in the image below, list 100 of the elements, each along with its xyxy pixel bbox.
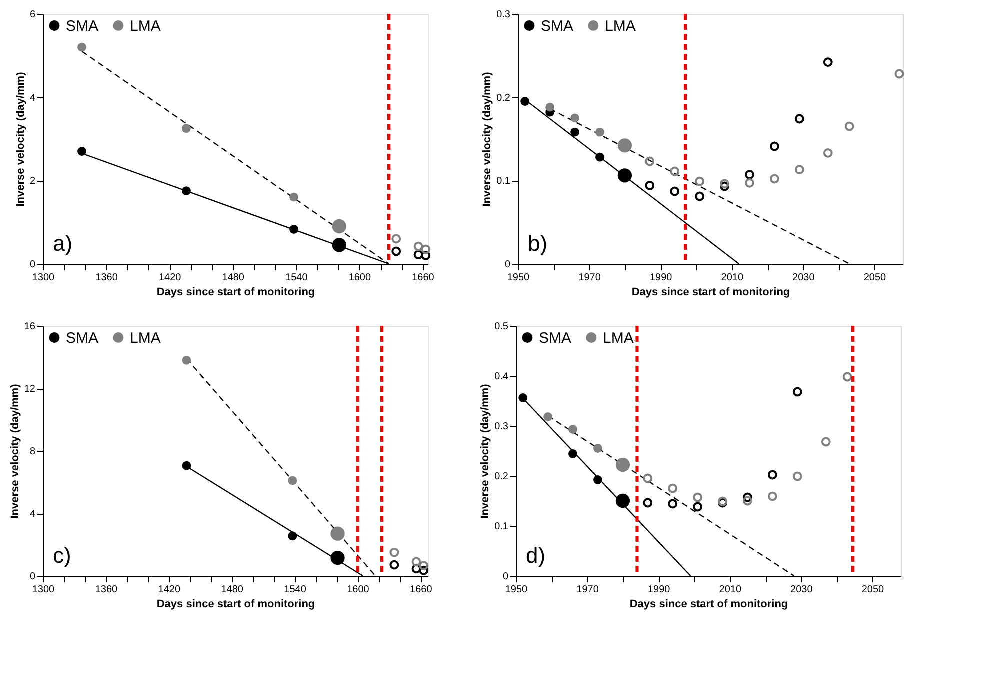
y-tick-label: 0 [30, 572, 36, 582]
x-tick-label: 2030 [790, 584, 814, 596]
point [821, 437, 831, 447]
point [78, 147, 86, 156]
point [823, 148, 833, 158]
point [693, 492, 703, 502]
point [414, 250, 424, 260]
x-tick-label: 1540 [284, 584, 307, 596]
y-axis-title: Inverse velocity (day/mm) [9, 384, 22, 519]
legend-label: LMA [603, 330, 634, 347]
point [546, 102, 555, 112]
point [792, 387, 802, 397]
annotation: d) [526, 543, 546, 568]
point [390, 560, 400, 570]
point [794, 114, 804, 124]
y-tick-label: 0 [502, 572, 509, 582]
x-tick-label: 1990 [650, 272, 673, 284]
point [770, 142, 780, 152]
point [894, 69, 904, 79]
x-tick-label: 1360 [95, 584, 118, 596]
x-tick-label: 1300 [32, 272, 56, 284]
point [570, 128, 580, 137]
y-tick-label: 0.2 [494, 472, 509, 482]
legend-label: SMA [66, 330, 99, 347]
point [720, 182, 730, 192]
x-tick-label: 1420 [158, 272, 182, 284]
point [720, 179, 730, 189]
point [392, 234, 402, 244]
point [520, 97, 530, 106]
legend-label: SMA [541, 18, 574, 35]
point [594, 476, 602, 484]
x-axis-title: Days since start of monitoring [630, 598, 788, 610]
point [182, 356, 192, 365]
y-tick-label: 0.5 [494, 322, 509, 332]
annotation: c) [53, 543, 72, 568]
x-tick-label: 1950 [505, 584, 528, 596]
point [412, 564, 422, 574]
x-tick-label: 1970 [578, 272, 602, 284]
point [645, 156, 655, 166]
point [544, 412, 553, 422]
point [693, 502, 703, 512]
y-tick-label: 0.4 [494, 372, 509, 382]
y-tick-label: 4 [30, 92, 36, 104]
point [392, 246, 402, 256]
point [414, 242, 424, 252]
annotation: a) [53, 231, 73, 256]
y-tick-label: 6 [30, 10, 36, 20]
x-tick-label: 1420 [158, 584, 181, 596]
point [596, 128, 604, 137]
point [768, 470, 778, 480]
point [823, 58, 833, 68]
y-tick-label: 0.1 [494, 522, 509, 532]
x-tick-label: 2010 [719, 584, 742, 596]
x-tick-label: 1360 [96, 272, 118, 284]
point [743, 492, 752, 502]
point [695, 176, 705, 186]
point [643, 498, 653, 508]
legend-label: SMA [539, 330, 572, 347]
point [182, 186, 191, 196]
x-tick-label: 1480 [221, 584, 244, 596]
point [645, 180, 655, 190]
point [182, 461, 192, 470]
x-tick-label: 1600 [348, 272, 372, 284]
x-tick-label: 1480 [222, 272, 245, 284]
x-tick-label: 2010 [721, 272, 744, 284]
point [390, 548, 400, 558]
point [419, 561, 429, 571]
point [745, 178, 754, 188]
x-axis-title: Days since start of monitoring [156, 286, 316, 298]
legend-label: SMA [66, 18, 99, 35]
y-tick-label: 0.1 [496, 176, 511, 188]
point [643, 474, 653, 484]
point [568, 450, 578, 458]
annotation: b) [528, 231, 548, 256]
x-tick-label: 2050 [862, 584, 885, 596]
x-axis-title: Days since start of monitoring [156, 598, 316, 610]
x-tick-label: 1660 [410, 584, 433, 596]
point [770, 174, 780, 184]
point [78, 42, 86, 52]
point [842, 372, 852, 382]
legend-label: LMA [605, 18, 636, 35]
x-tick-label: 1660 [412, 272, 435, 284]
point [412, 557, 422, 567]
point [596, 152, 604, 162]
point [844, 122, 854, 132]
point [290, 192, 299, 202]
y-tick-label: 2 [30, 176, 36, 188]
point [288, 532, 298, 541]
y-axis-title: Inverse velocity (day/mm) [14, 72, 27, 207]
point [745, 170, 754, 180]
y-tick-label: 8 [30, 446, 36, 458]
point [792, 472, 802, 482]
x-tick-label: 1950 [507, 272, 530, 284]
point [594, 444, 602, 453]
x-tick-label: 1600 [347, 584, 370, 596]
y-tick-label: 12 [24, 384, 36, 395]
y-tick-label: 0.3 [496, 10, 511, 20]
point [668, 499, 678, 509]
x-tick-label: 1990 [648, 584, 671, 596]
legend-label: LMA [130, 330, 161, 347]
